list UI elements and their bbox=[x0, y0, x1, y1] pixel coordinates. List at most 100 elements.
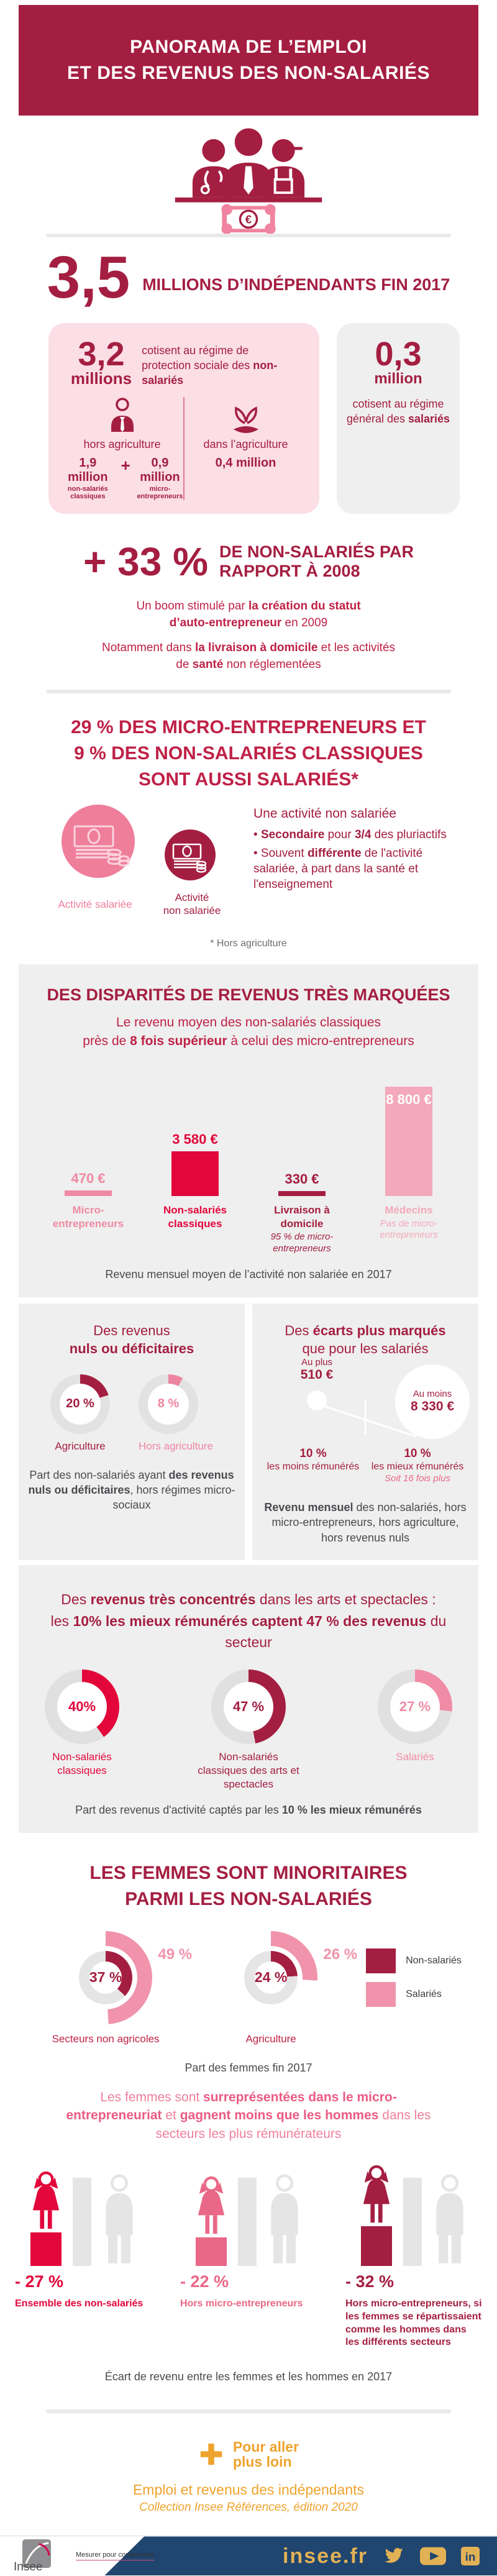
bar-livraison-domicile: 330 € Livraison à domicile 95 % de micro… bbox=[270, 1171, 334, 1254]
value-agriculture: 0,4 million bbox=[215, 456, 276, 470]
value-classiques: 1,9 million non-salariés classiques bbox=[67, 456, 108, 501]
value-micro: 0,9 million micro-entrepreneurs bbox=[137, 456, 183, 501]
concentration-title: Des revenus très concentrés dans les art… bbox=[50, 1591, 447, 1651]
card-desc: cotisent au régime de protection sociale… bbox=[142, 344, 278, 387]
bullets-title: Une activité non salariée bbox=[253, 806, 396, 821]
title-banner: PANORAMA DE L’EMPLOI ET DES REVENUS DES … bbox=[19, 5, 478, 116]
legend: Non-salariés Salariés bbox=[366, 1931, 462, 2016]
gray-bar bbox=[73, 2177, 91, 2266]
page-title-line2: ET DES REVENUS DES NON-SALARIÉS bbox=[67, 63, 430, 83]
bubble-chart: Au plus 510 € Au moins 8 330 € bbox=[261, 1357, 470, 1440]
section-income-cards: Des revenus nuls ou déficitaires 20 % Ag… bbox=[19, 1304, 478, 1561]
card-caption: Revenu mensuel des non-salariés, hors mi… bbox=[264, 1501, 467, 1544]
plant-icon bbox=[185, 397, 307, 434]
section-independants: 3,5 MILLIONS D’INDÉPENDANTS FIN 2017 3,2… bbox=[0, 248, 497, 514]
chart-caption: Revenu mensuel moyen de l’activité non s… bbox=[105, 1268, 392, 1281]
card-ecarts: Des écarts plus marqués que pour les sal… bbox=[252, 1304, 478, 1561]
donut-agriculture: 20 % Agriculture bbox=[50, 1374, 110, 1453]
section-disparities: DES DISPARITÉS DE REVENUS TRÈS MARQUÉES … bbox=[19, 964, 478, 1298]
person-icon bbox=[61, 397, 183, 433]
gap-hors-micro: - 22 % Hors micro-entrepreneurs bbox=[180, 2162, 317, 2349]
woman-icon bbox=[198, 2176, 225, 2234]
card-revenus-nuls: Des revenus nuls ou déficitaires 20 % Ag… bbox=[19, 1304, 245, 1561]
card-non-salaries: 3,2 millions cotisent au régime de prote… bbox=[48, 322, 319, 514]
bar-micro-entrepreneurs: 470 € Micro-entrepreneurs bbox=[52, 1171, 124, 1230]
insee-site-link[interactable]: insee.fr bbox=[283, 2544, 368, 2568]
card-caption: Part des non-salariés ayant des revenus … bbox=[28, 1468, 235, 1512]
pluri-bullets: Une activité non salariée • Secondaire p… bbox=[253, 804, 467, 928]
donut-salaries: 27 % Salariés bbox=[363, 1669, 467, 1791]
section-women: LES FEMMES SONT MINORITAIRES PARMI LES N… bbox=[0, 1860, 497, 2143]
bullet-2: • Souvent différente de l'activité salar… bbox=[253, 847, 423, 891]
section-divider bbox=[46, 2409, 451, 2414]
woman-icon bbox=[32, 2171, 60, 2229]
card-title: Des écarts plus marqués que pour les sal… bbox=[285, 1323, 446, 1357]
man-icon bbox=[106, 2174, 133, 2263]
legend-non-salaries: Non-salariés bbox=[366, 1948, 462, 1973]
growth-number: + 33 % bbox=[83, 539, 208, 585]
section-gender-gap: - 27 % Ensemble des non-salariés bbox=[0, 2162, 497, 2383]
label-activite-salariee: Activité salariée bbox=[58, 898, 132, 910]
salaried-money-icon bbox=[61, 804, 135, 882]
youtube-icon[interactable] bbox=[420, 2547, 446, 2565]
insee-slogan: Mesurer pour comprendre bbox=[76, 2551, 155, 2561]
gap-repartition: - 32 % Hors micro-entrepreneurs, si les … bbox=[345, 2162, 482, 2349]
col-hors-agriculture: hors agriculture 1,9 million non-salarié… bbox=[61, 397, 183, 500]
section-divider bbox=[46, 689, 451, 693]
group-mieux-remuneres: 10 % les mieux rémunérés Soit 16 fois pl… bbox=[371, 1446, 464, 1484]
twitter-icon[interactable] bbox=[383, 2546, 405, 2566]
gray-bar bbox=[403, 2177, 422, 2266]
double-donut-non-agricole: 37 % 49 % Secteurs non agricoles bbox=[35, 1930, 192, 2045]
reference-title: Emploi et revenus des indépendants bbox=[132, 2482, 365, 2498]
women-paragraph: Les femmes sont surreprésentées dans le … bbox=[66, 2090, 431, 2141]
pluri-heading: 29 % DES MICRO-ENTREPRENEURS ET 9 % DES … bbox=[71, 716, 426, 790]
gap-caption: Écart de revenu entre les femmes et les … bbox=[104, 2370, 393, 2383]
man-icon bbox=[436, 2174, 463, 2263]
bullet-1: • Secondaire pour 3/4 des pluriactifs bbox=[253, 828, 447, 841]
hero-illustration: € bbox=[0, 118, 497, 234]
growth-heading: DE NON-SALARIÉS PAR RAPPORT À 2008 bbox=[219, 542, 414, 581]
section-more: Pour aller plus loin Emploi et revenus d… bbox=[0, 2439, 497, 2514]
gap-ensemble: - 27 % Ensemble des non-salariés bbox=[15, 2162, 152, 2349]
bar-non-salaries-classiques: 3 580 € Non-salariés classiques bbox=[163, 1131, 227, 1230]
man-icon bbox=[271, 2174, 298, 2263]
gray-bar bbox=[238, 2177, 257, 2266]
disparities-title: DES DISPARITÉS DE REVENUS TRÈS MARQUÉES bbox=[47, 985, 450, 1004]
label-activite-non-salariee: Activité non salariée bbox=[163, 891, 221, 916]
woman-icon bbox=[363, 2165, 390, 2223]
card-number: 3,2 bbox=[78, 335, 125, 373]
growth-paragraph-2: Notamment dans la livraison à domicile e… bbox=[101, 641, 396, 671]
bar-medecins: 8 800 € Médecins Pas de micro-entreprene… bbox=[360, 1067, 458, 1254]
money-icons: Activité salariée Activité non salariée bbox=[30, 804, 248, 928]
donut-arts-spectacles: 47 % Non-salariés classiques des arts et… bbox=[196, 1669, 301, 1791]
concentration-caption: Part des revenus d'activité captés par l… bbox=[75, 1803, 422, 1816]
card-salaries: 0,3 million cotisent au régime général d… bbox=[337, 322, 460, 514]
footnote: * Hors agriculture bbox=[210, 938, 287, 949]
donut-non-salaries-classiques: 40% Non-salariés classiques bbox=[30, 1669, 134, 1791]
svg-text:in: in bbox=[465, 2551, 476, 2564]
big-number-label: MILLIONS D’INDÉPENDANTS FIN 2017 bbox=[142, 275, 450, 294]
donut-hors-agriculture: 8 % Hors agriculture bbox=[139, 1374, 213, 1453]
group-moins-remuneres: 10 % les moins rémunérés bbox=[267, 1446, 360, 1473]
plus-sign: + bbox=[121, 456, 130, 475]
section-growth: + 33 % DE NON-SALARIÉS PAR RAPPORT À 200… bbox=[0, 539, 497, 673]
svg-text:€: € bbox=[245, 213, 252, 226]
reference-collection: Collection Insee Références, édition 202… bbox=[139, 2501, 358, 2514]
bubble-small bbox=[307, 1390, 327, 1410]
linkedin-icon[interactable]: in bbox=[461, 2547, 480, 2566]
bubble-small-label: Au plus 510 € bbox=[300, 1356, 334, 1382]
disparities-subtitle: Le revenu moyen des non-salariés classiq… bbox=[83, 1015, 414, 1048]
more-label: Pour aller plus loin bbox=[232, 2439, 299, 2470]
growth-paragraph-1: Un boom stimulé par la création du statu… bbox=[136, 600, 361, 629]
insee-logo: Insee bbox=[14, 2539, 82, 2574]
page-title-line1: PANORAMA DE L’EMPLOI bbox=[130, 37, 367, 57]
women-title: LES FEMMES SONT MINORITAIRES PARMI LES N… bbox=[89, 1862, 408, 1909]
section-divider bbox=[46, 234, 451, 237]
euro-banknote-icon: € bbox=[221, 204, 276, 234]
plus-icon bbox=[200, 2444, 222, 2465]
double-donut-agriculture: 24 % 26 % Agriculture bbox=[201, 1930, 357, 2045]
section-pluriactivity: 29 % DES MICRO-ENTREPRENEURS ET 9 % DES … bbox=[0, 715, 497, 949]
women-caption: Part des femmes fin 2017 bbox=[185, 2061, 312, 2074]
nonsalaried-money-icon bbox=[164, 829, 216, 884]
legend-salaries: Salariés bbox=[366, 1981, 462, 2007]
